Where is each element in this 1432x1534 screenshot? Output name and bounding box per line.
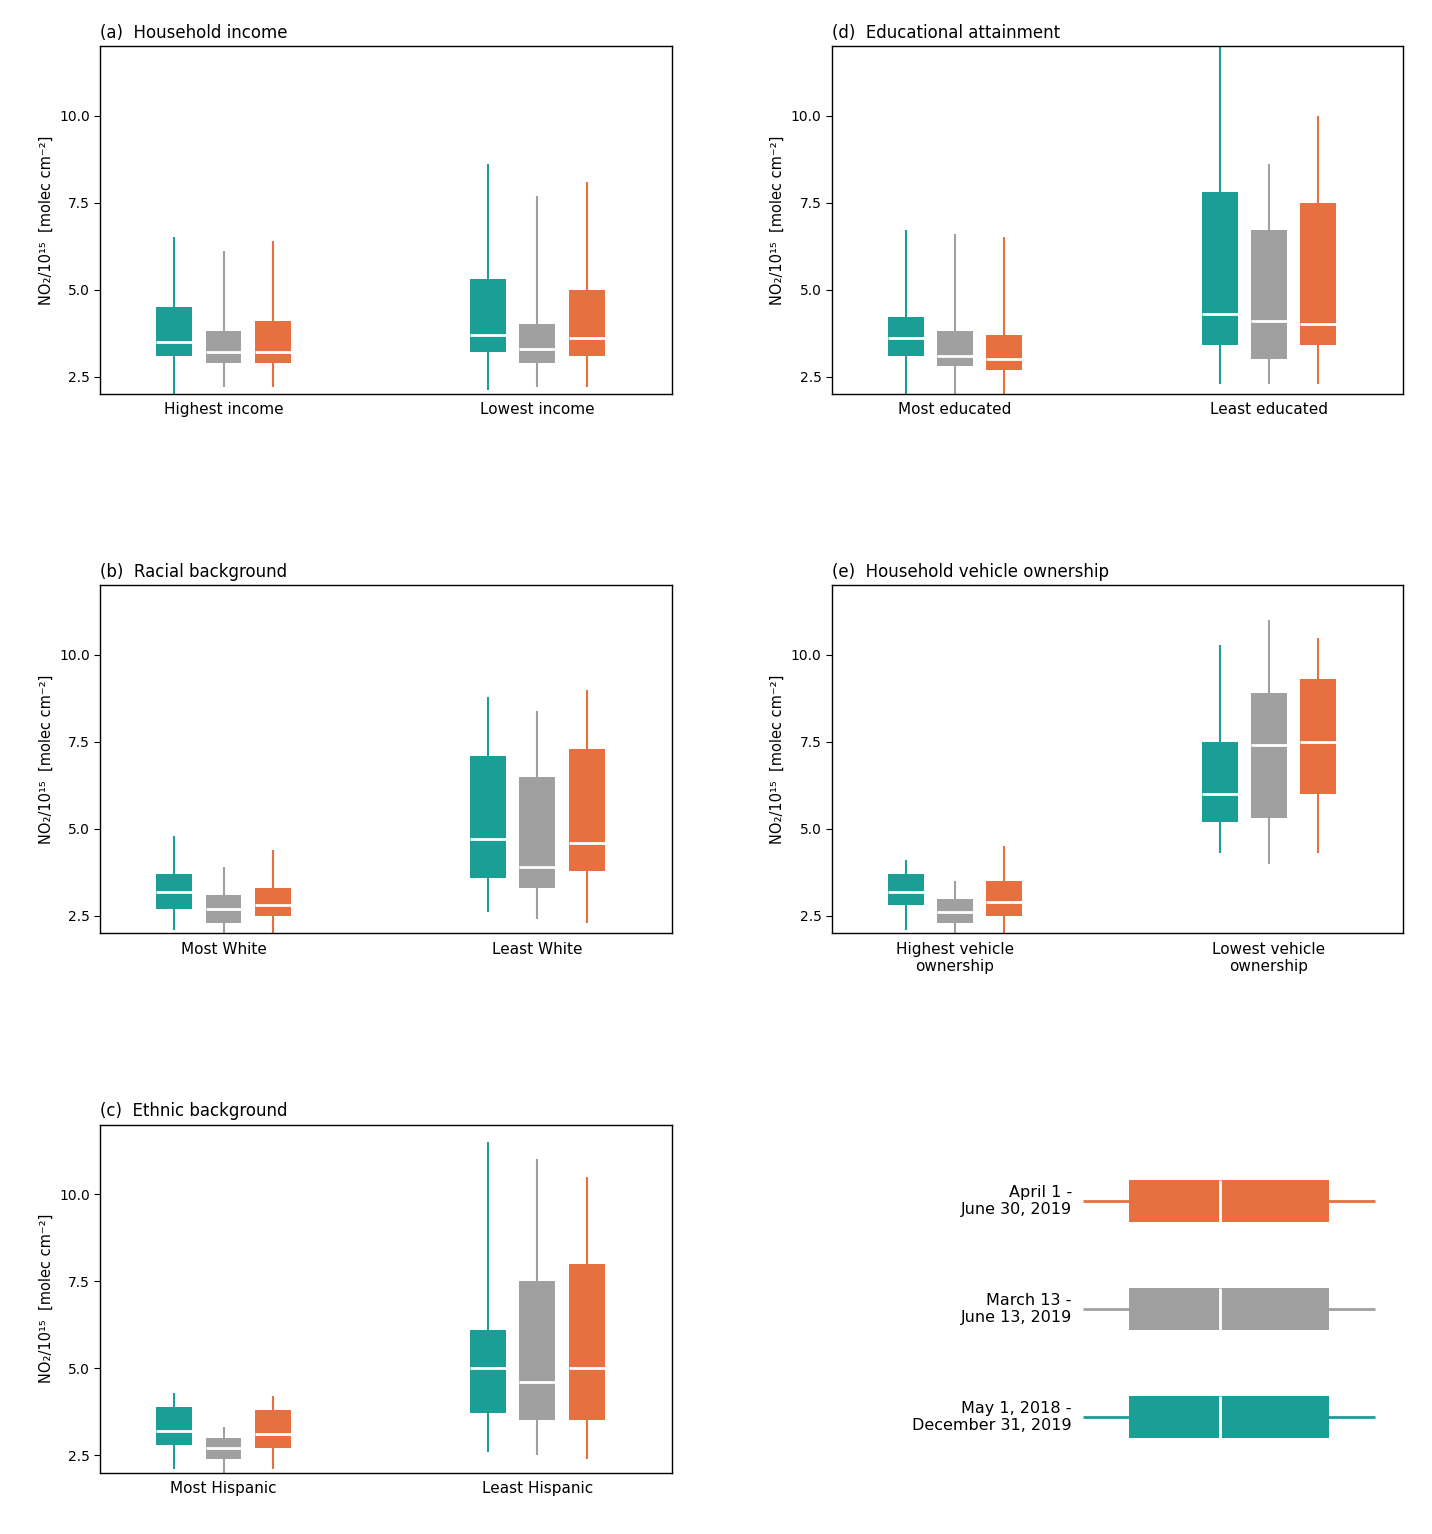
Bar: [156, 874, 192, 910]
Bar: [1220, 1289, 1329, 1330]
Bar: [1220, 1396, 1329, 1437]
Bar: [1128, 1396, 1220, 1437]
Bar: [1220, 1180, 1329, 1223]
Bar: [987, 881, 1022, 916]
Text: April 1 -
June 30, 2019: April 1 - June 30, 2019: [961, 1186, 1073, 1218]
Y-axis label: NO₂/10¹⁵  [molec cm⁻²]: NO₂/10¹⁵ [molec cm⁻²]: [770, 135, 785, 305]
Y-axis label: NO₂/10¹⁵  [molec cm⁻²]: NO₂/10¹⁵ [molec cm⁻²]: [770, 675, 785, 844]
Text: (a)  Household income: (a) Household income: [100, 23, 288, 41]
Bar: [156, 1407, 192, 1445]
Bar: [470, 1330, 505, 1413]
Bar: [470, 756, 505, 877]
Bar: [520, 324, 556, 362]
Bar: [937, 331, 972, 367]
Bar: [520, 776, 556, 888]
Bar: [206, 331, 242, 362]
Bar: [1128, 1180, 1220, 1223]
Bar: [569, 290, 604, 356]
Bar: [520, 1281, 556, 1420]
Text: May 1, 2018 -
December 31, 2019: May 1, 2018 - December 31, 2019: [912, 1401, 1073, 1433]
Bar: [1252, 230, 1287, 359]
Bar: [987, 334, 1022, 370]
Y-axis label: NO₂/10¹⁵  [molec cm⁻²]: NO₂/10¹⁵ [molec cm⁻²]: [39, 135, 53, 305]
Bar: [1252, 693, 1287, 819]
Bar: [156, 307, 192, 356]
Bar: [1128, 1289, 1220, 1330]
Bar: [1201, 192, 1237, 345]
Bar: [1201, 742, 1237, 822]
Bar: [888, 318, 924, 356]
Bar: [206, 1437, 242, 1459]
Bar: [937, 899, 972, 923]
Y-axis label: NO₂/10¹⁵  [molec cm⁻²]: NO₂/10¹⁵ [molec cm⁻²]: [39, 1213, 53, 1384]
Bar: [569, 1264, 604, 1420]
Bar: [206, 894, 242, 923]
Bar: [470, 279, 505, 353]
Text: (e)  Household vehicle ownership: (e) Household vehicle ownership: [832, 563, 1108, 581]
Bar: [255, 321, 291, 362]
Text: March 13 -
June 13, 2019: March 13 - June 13, 2019: [961, 1293, 1073, 1325]
Text: (c)  Ethnic background: (c) Ethnic background: [100, 1103, 288, 1120]
Text: (d)  Educational attainment: (d) Educational attainment: [832, 23, 1060, 41]
Text: (b)  Racial background: (b) Racial background: [100, 563, 288, 581]
Bar: [888, 874, 924, 905]
Bar: [1300, 680, 1336, 795]
Bar: [569, 749, 604, 871]
Bar: [1300, 202, 1336, 345]
Bar: [255, 1410, 291, 1448]
Y-axis label: NO₂/10¹⁵  [molec cm⁻²]: NO₂/10¹⁵ [molec cm⁻²]: [39, 675, 53, 844]
Bar: [255, 888, 291, 916]
